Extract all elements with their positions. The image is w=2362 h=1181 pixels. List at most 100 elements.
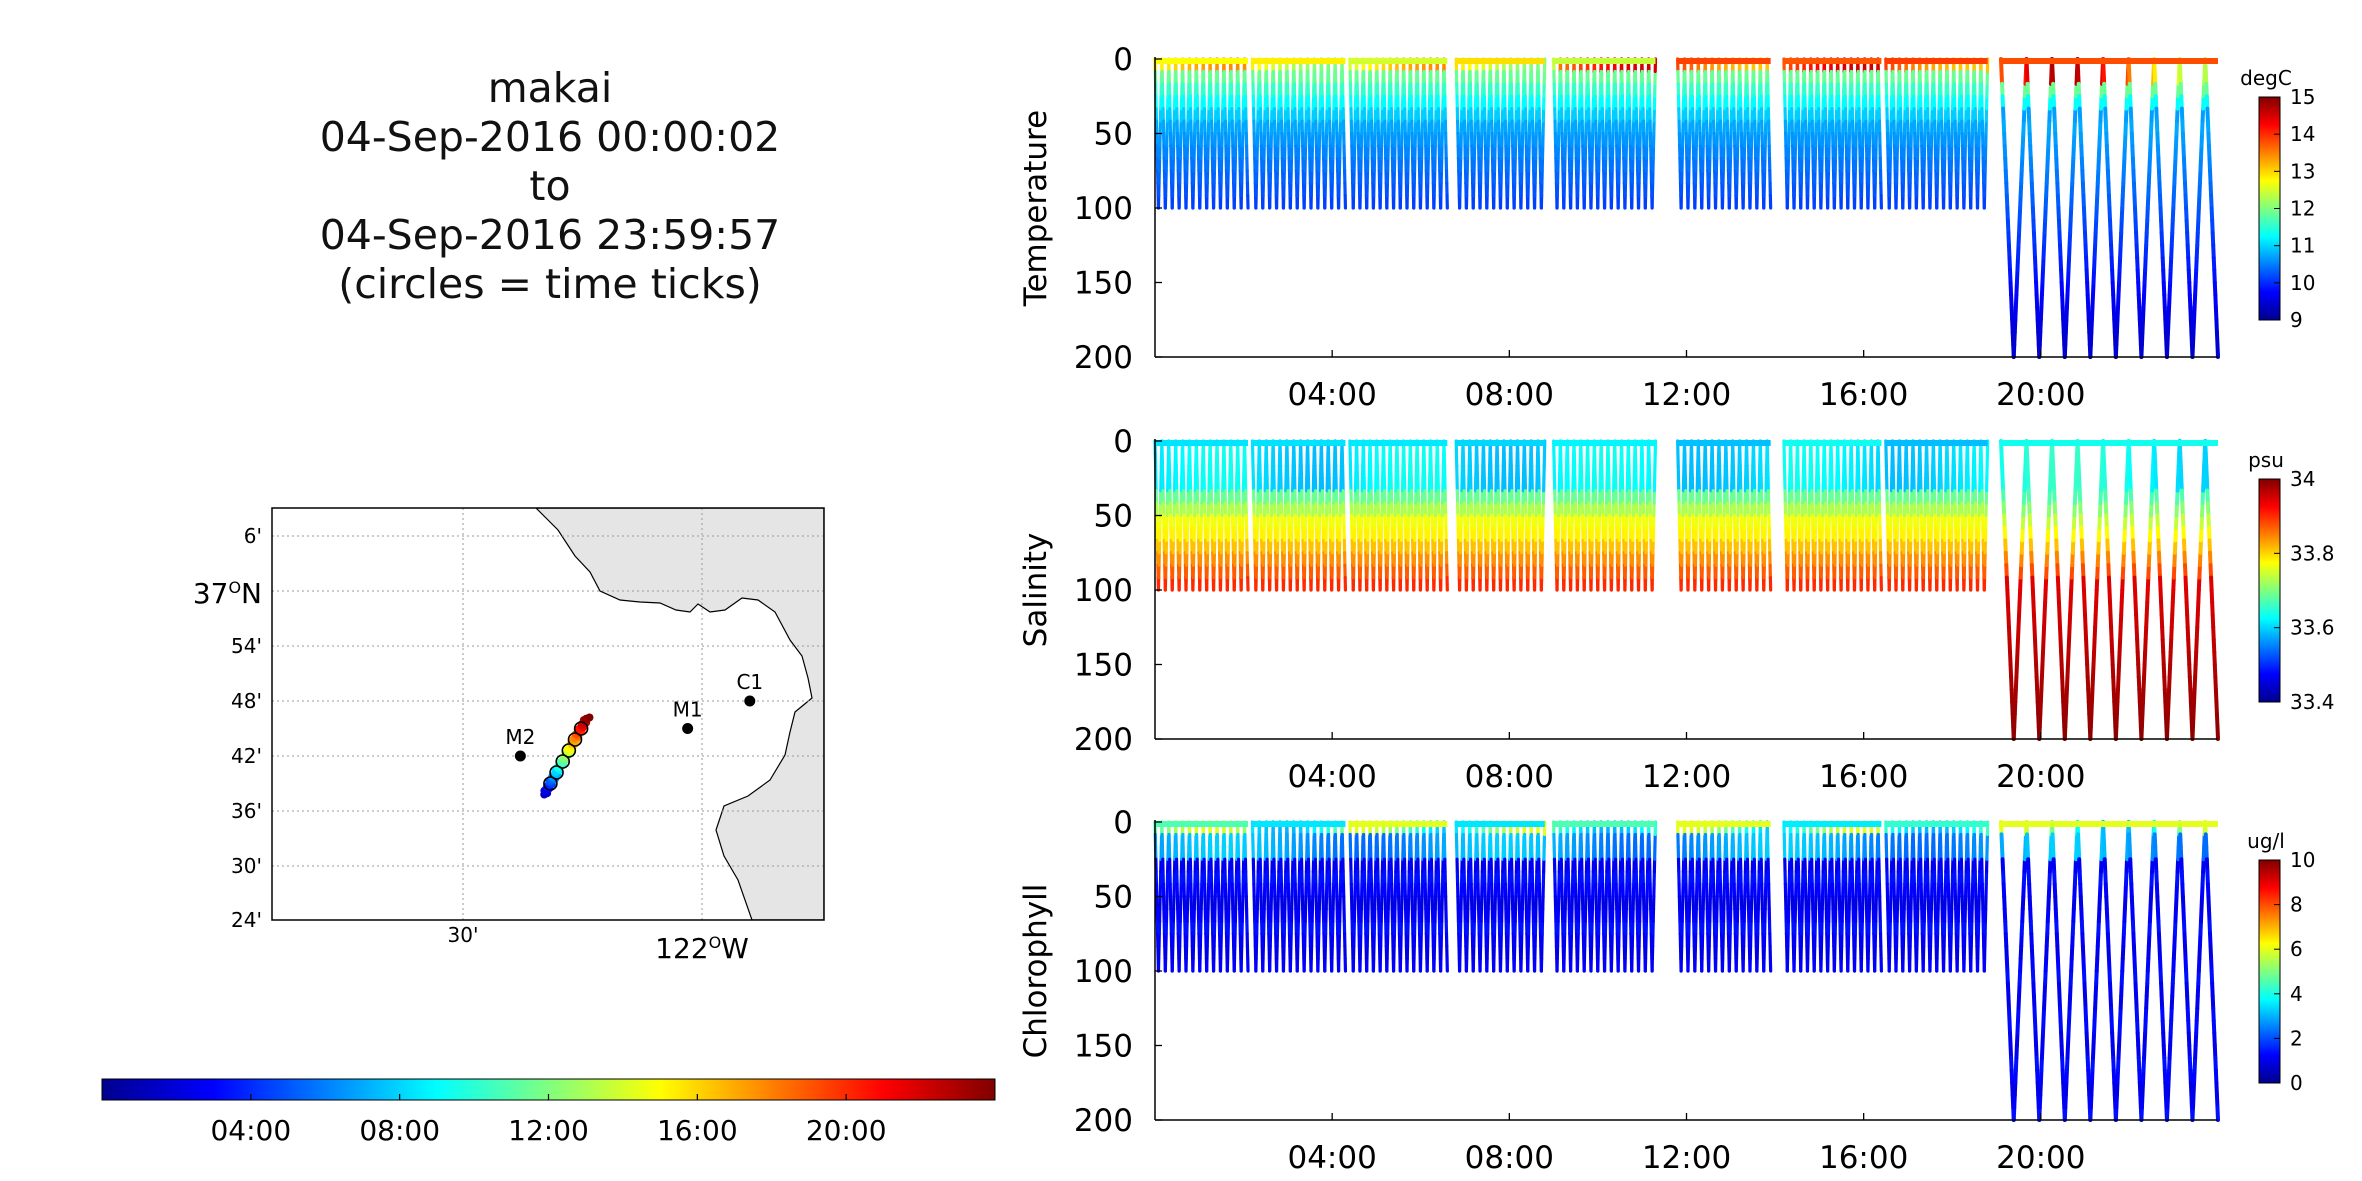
map-axis-labels: 6' 37ON 54' 48' 42' 36' 30' 24' 30' 122OW [193, 524, 749, 965]
profile-segment [2163, 317, 2168, 335]
profile-segment [2161, 280, 2167, 297]
profile-segment [2169, 243, 2174, 260]
profile-segment [2105, 156, 2110, 173]
profile-segment [2148, 131, 2153, 148]
profile-segment [2166, 305, 2172, 322]
profile-segment [2022, 94, 2027, 111]
station-marker [744, 695, 756, 707]
profile-segment [2084, 268, 2090, 285]
profile-segment [2056, 206, 2061, 223]
profile-segment [2012, 330, 2017, 347]
profile-segment [2195, 218, 2201, 235]
profile-segment [2156, 168, 2162, 186]
profile-segment [2020, 143, 2025, 161]
profile-segment [2062, 342, 2068, 359]
profile-segment [2085, 292, 2091, 310]
profile-segment [2040, 268, 2045, 285]
profile-segment [2027, 119, 2032, 136]
title-to: to [529, 162, 571, 210]
profile-segment [2161, 268, 2166, 285]
map-lat-tick-label: 6' [244, 524, 262, 548]
profile-segment [2111, 292, 2116, 310]
profile-segment [2211, 243, 2216, 260]
profile-segment [2035, 317, 2041, 335]
profile-segment [2019, 168, 2024, 186]
profile-segment [2127, 81, 2133, 99]
profile-segment [2167, 280, 2173, 297]
profile-segment [2188, 317, 2194, 335]
profile-segment [2080, 181, 2086, 198]
profile-segment [2014, 268, 2020, 285]
profile-segment [2186, 255, 2191, 273]
profile-segment [2065, 280, 2070, 297]
time-tick-circle [555, 754, 570, 769]
profile-segment [2104, 131, 2109, 148]
profile-segment [2117, 255, 2123, 273]
profile-segment [2165, 317, 2171, 335]
profile-segment [2028, 143, 2033, 161]
profile-segment [2037, 342, 2042, 359]
profile-segment [2182, 168, 2188, 186]
profile-segment [2009, 292, 2014, 310]
profile-segment [2176, 81, 2181, 99]
profile-segment [2035, 305, 2040, 322]
profile-segment [2015, 255, 2020, 273]
profile-segment [2081, 193, 2086, 210]
profile-segment [2073, 81, 2079, 99]
profile-segment [2157, 181, 2163, 198]
profile-segment [2065, 268, 2071, 285]
profile-segment [2215, 342, 2220, 359]
profile-segment [2181, 156, 2187, 173]
profile-segment [2109, 243, 2114, 260]
profile-segment [2129, 131, 2135, 148]
profile-segment [2154, 106, 2159, 124]
profile-segment [2089, 305, 2095, 322]
profile-segment [2159, 230, 2165, 248]
profile-segment [2020, 131, 2026, 148]
profile-segment [2149, 106, 2155, 124]
time-colorbar-tick-label: 08:00 [359, 1114, 440, 1147]
profile-segment [2112, 317, 2117, 335]
profile-segment [2127, 69, 2132, 86]
profile-segment [2137, 317, 2143, 335]
profile-segment [2037, 330, 2043, 347]
profile-segment [2214, 330, 2220, 347]
map-lat-tick-label: 30' [231, 854, 262, 878]
profile-segment [2101, 69, 2107, 86]
profile-segment [2164, 342, 2170, 359]
profile-segment [2131, 168, 2136, 186]
profile-segment [2160, 243, 2165, 260]
profile-segment [2021, 106, 2027, 124]
profile-segment [2210, 218, 2215, 235]
profile-segment [2012, 317, 2018, 335]
profile-segment [2114, 330, 2119, 347]
profile-segment [2116, 280, 2122, 297]
profile-segment [2168, 268, 2173, 285]
profile-segment [2213, 305, 2219, 322]
profile-segment [2175, 106, 2180, 124]
title-note: (circles = time ticks) [338, 260, 762, 308]
profile-segment [2083, 243, 2089, 260]
profile-segment [2030, 206, 2036, 223]
profile-segment [2004, 193, 2010, 210]
profile-segment [2121, 168, 2126, 186]
colorbar-unit-label: degC [2240, 66, 2292, 90]
profile-segment [2133, 218, 2139, 235]
panel-axes: 0 50 100 150 200 04:00 08:00 12:00 16:00 20:00 Tem… [1018, 42, 2218, 413]
profile-segment [2113, 342, 2119, 359]
profile-segment [2073, 94, 2078, 111]
profile-segment [2067, 243, 2072, 260]
profile-segment [2043, 206, 2048, 223]
map-lon-tick-label: 30' [448, 923, 479, 947]
profile-segment [2160, 255, 2166, 273]
profile-segment [2120, 193, 2125, 210]
profile-segment [2007, 255, 2013, 273]
profile-segment [2131, 181, 2137, 198]
profile-segment [2155, 131, 2160, 148]
profile-segment [2110, 280, 2116, 297]
profile-segment [2079, 143, 2084, 161]
title-end-time: 04-Sep-2016 23:59:57 [319, 211, 781, 259]
figure-title: makai 04-Sep-2016 00:00:02 to 04-Sep-201… [250, 64, 850, 309]
profile-segment [2153, 81, 2158, 99]
